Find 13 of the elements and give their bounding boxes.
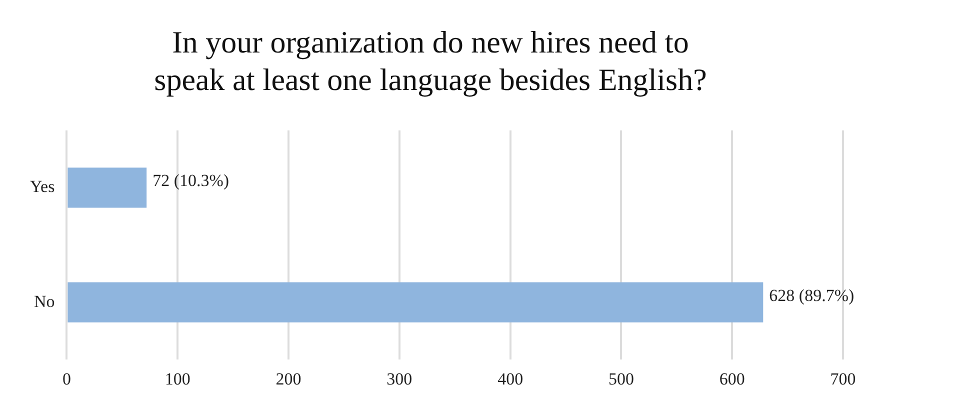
x-tick-label: 700: [830, 369, 856, 388]
data-label: 72 (10.3%): [152, 171, 230, 190]
x-tick-label: 300: [386, 369, 412, 388]
x-tick-label: 100: [164, 369, 190, 388]
y-tick-label: Yes: [30, 177, 55, 196]
x-tick-label: 600: [719, 369, 745, 388]
x-tick-label: 200: [276, 369, 302, 388]
data-label: 628 (89.7%): [769, 286, 854, 305]
y-tick-label: No: [34, 292, 55, 311]
chart-title: In your organization do new hires need to speak at least one language besides English?: [154, 24, 707, 97]
x-tick-label: 400: [498, 369, 524, 388]
x-tick-label: 500: [608, 369, 634, 388]
x-tick-label: 0: [62, 369, 71, 388]
